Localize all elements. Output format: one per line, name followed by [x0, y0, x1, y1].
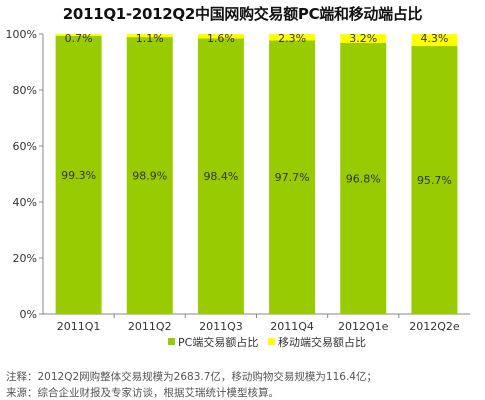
x-tick-label: 2011Q3: [199, 320, 243, 333]
data-label-pc: 96.8%: [346, 172, 381, 185]
y-tick-label: 20%: [13, 252, 37, 265]
data-label-mobile: 2.3%: [278, 32, 306, 45]
data-label-pc: 99.3%: [61, 169, 96, 182]
bar-pc-segment: [269, 40, 316, 314]
y-tick-label: 0%: [20, 308, 37, 321]
footnote: 注释：2012Q2网购整体交易规模为2683.7亿，移动购物交易规模为116.4…: [6, 369, 377, 384]
source-label: 来源：: [6, 387, 38, 399]
bar-mobile-segment: [126, 34, 173, 38]
bar-mobile-segment: [411, 34, 458, 47]
bar-pc-segment: [126, 37, 173, 315]
footnote-label: 注释：: [6, 371, 38, 383]
bar-mobile-segment: [55, 34, 102, 36]
legend-label-mobile: 移动端交易额占比: [278, 335, 366, 349]
bar-mobile-segment: [340, 34, 387, 43]
bars-layer: [55, 34, 458, 315]
data-label-mobile: 4.3%: [420, 32, 448, 45]
stacked-bar-chart: 0% 20% 40% 60% 80% 100% 2011Q1 2011Q2 2011Q3 2011…: [6, 28, 470, 349]
legend: PC端交易额占比 移动端交易额占比: [168, 335, 366, 349]
data-label-pc: 97.7%: [275, 171, 310, 184]
source-note: 来源：综合企业财报及专家访谈，根据艾瑞统计模型核算。: [6, 385, 279, 400]
data-label-mobile: 1.1%: [136, 32, 164, 45]
source-text: 综合企业财报及专家访谈，根据艾瑞统计模型核算。: [37, 387, 280, 399]
y-tick-label: 40%: [13, 196, 37, 209]
x-tick-label: 2011Q4: [270, 320, 314, 333]
bar-mobile-segment: [197, 34, 244, 39]
data-label-mobile: 3.2%: [349, 32, 377, 45]
y-tick-label: 80%: [13, 84, 37, 97]
chart-title: 2011Q1-2012Q2中国网购交易额PC端和移动端占比: [62, 5, 423, 23]
y-tick-label: 100%: [6, 28, 37, 41]
bar-pc-segment: [55, 35, 102, 315]
legend-swatch-pc: [168, 338, 175, 345]
data-label-mobile: 0.7%: [65, 32, 93, 45]
data-label-pc: 98.9%: [132, 170, 167, 183]
y-tick-label: 60%: [13, 140, 37, 153]
data-labels-layer: 99.3% 0.7% 98.9% 1.1% 98.4% 1.6% 97.7% 2.3% 96.8…: [61, 32, 452, 187]
bar-pc-segment: [340, 42, 387, 315]
x-tick-label: 2011Q1: [57, 320, 101, 333]
x-tick-label: 2011Q2: [128, 320, 172, 333]
data-label-mobile: 1.6%: [207, 32, 235, 45]
data-label-pc: 95.7%: [417, 174, 452, 187]
bar-pc-segment: [197, 38, 244, 314]
legend-swatch-mobile: [268, 338, 275, 345]
data-label-pc: 98.4%: [203, 170, 238, 183]
legend-label-pc: PC端交易额占比: [178, 335, 258, 349]
x-tick-label: 2012Q2e: [409, 320, 460, 333]
bar-mobile-segment: [269, 34, 316, 41]
bar-pc-segment: [411, 46, 458, 314]
x-tick-label: 2012Q1e: [338, 320, 389, 333]
axis-layer: 0% 20% 40% 60% 80% 100% 2011Q1 2011Q2 2011Q3 2011…: [6, 28, 470, 333]
footnote-text: 2012Q2网购整体交易规模为2683.7亿，移动购物交易规模为116.4亿；: [37, 371, 377, 383]
